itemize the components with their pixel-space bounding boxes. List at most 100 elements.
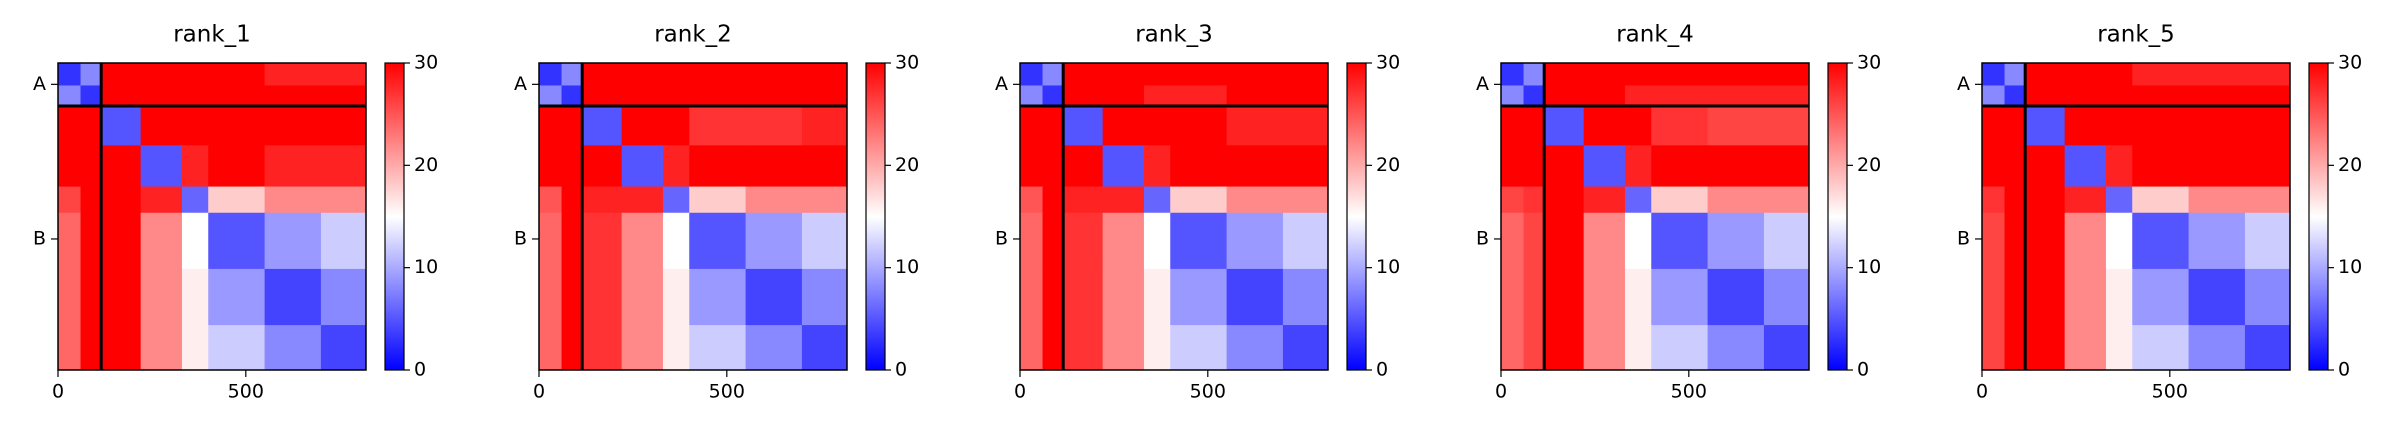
heatmap-cell: [1763, 212, 1810, 270]
heatmap-cell: [1102, 212, 1145, 270]
colorbar: [1346, 62, 1367, 371]
heatmap-cell: [1982, 85, 2006, 107]
heatmap-cell: [320, 212, 367, 270]
heatmap-cell: [1042, 268, 1064, 326]
heatmap-cell: [1707, 106, 1765, 146]
colorbar: [384, 62, 405, 371]
heatmap-cell: [582, 106, 623, 146]
heatmap-cell: [2188, 63, 2246, 86]
heatmap-cell: [101, 145, 142, 188]
heatmap-cell: [745, 63, 803, 86]
heatmap-cell: [1063, 325, 1104, 371]
heatmap-cell: [208, 145, 266, 188]
heatmap-cell: [1763, 145, 1810, 188]
heatmap-cell: [208, 85, 266, 107]
heatmap-cell: [1063, 212, 1104, 270]
heatmap-cell: [1651, 186, 1709, 214]
heatmap-cell: [1624, 325, 1652, 371]
heatmap-cell: [58, 186, 82, 214]
heatmap-cell: [2132, 268, 2190, 326]
heatmap-cell: [1583, 145, 1626, 188]
colorbar-tick-label: 20: [895, 154, 919, 176]
heatmap-cell: [689, 212, 747, 270]
heatmap-cell: [264, 145, 322, 188]
heatmap-cell: [1282, 186, 1329, 214]
heatmap-cell: [561, 106, 583, 146]
heatmap-cell: [1143, 186, 1171, 214]
colorbar-tick-label: 10: [1376, 256, 1400, 278]
heatmap-cell: [582, 63, 623, 86]
heatmap-cell: [264, 106, 322, 146]
heatmap-cell: [1020, 63, 1044, 86]
heatmap-cell: [2132, 186, 2190, 214]
heatmap-cell: [101, 85, 142, 107]
panel-title: rank_1: [173, 22, 251, 48]
heatmap-cell: [1020, 186, 1044, 214]
heatmap-cell: [2188, 212, 2246, 270]
panel-title: rank_5: [2097, 22, 2175, 48]
heatmap-cell: [1020, 212, 1044, 270]
heatmap-cell: [539, 186, 563, 214]
heatmap-cell: [208, 186, 266, 214]
heatmap-cell: [1982, 325, 2006, 371]
heatmap-cell: [621, 186, 664, 214]
colorbar-tick-label: 20: [1376, 154, 1400, 176]
heatmap-cell: [2105, 63, 2133, 86]
heatmap-cell: [140, 212, 183, 270]
heatmap-cell: [539, 106, 563, 146]
heatmap-cell: [2025, 212, 2066, 270]
heatmap-cell: [1651, 145, 1709, 188]
y-tick-label: A: [33, 73, 46, 95]
heatmap-cell: [208, 106, 266, 146]
heatmap-cell: [2004, 63, 2026, 86]
heatmap-cell: [80, 106, 102, 146]
heatmap-cell: [181, 186, 209, 214]
heatmap-cell: [2188, 325, 2246, 371]
heatmap-cell: [1170, 268, 1228, 326]
heatmap-cell: [2188, 145, 2246, 188]
heatmap-cell: [58, 268, 82, 326]
heatmap-cell: [58, 63, 82, 86]
heatmap-cell: [1544, 186, 1585, 214]
heatmap-cell: [1063, 186, 1104, 214]
heatmap-cell: [1523, 186, 1545, 214]
colorbar-tick-label: 0: [1376, 359, 1388, 381]
heatmap-cell: [689, 145, 747, 188]
heatmap-cell: [745, 106, 803, 146]
heatmap-cell: [1143, 85, 1171, 107]
heatmap-cell: [1063, 268, 1104, 326]
heatmap-cell: [1063, 145, 1104, 188]
heatmap-cell: [801, 145, 848, 188]
heatmap-cell: [140, 325, 183, 371]
heatmap-cell: [1583, 268, 1626, 326]
heatmap-cell: [621, 212, 664, 270]
heatmap-cell: [1501, 212, 1525, 270]
heatmap-cell: [662, 85, 690, 107]
heatmap-cell: [1624, 212, 1652, 270]
heatmap-cell: [1982, 186, 2006, 214]
heatmap-cell: [621, 325, 664, 371]
heatmap-cell: [561, 268, 583, 326]
heatmap-cell: [320, 145, 367, 188]
heatmap-cell: [58, 145, 82, 188]
heatmap-cell: [2025, 325, 2066, 371]
heatmap-cell: [181, 63, 209, 86]
heatmap-cell: [1042, 85, 1064, 107]
heatmap-cell: [561, 325, 583, 371]
heatmap-cell: [1102, 85, 1145, 107]
heatmap-cell: [101, 268, 142, 326]
heatmap-cell: [1763, 85, 1810, 107]
colorbar-tick-label: 30: [1857, 52, 1881, 74]
heatmap-cell: [2004, 106, 2026, 146]
heatmap-cell: [1170, 106, 1228, 146]
heatmap-cell: [101, 325, 142, 371]
heatmap-cell: [1042, 325, 1064, 371]
heatmap-cell: [2064, 325, 2107, 371]
heatmap-cell: [689, 268, 747, 326]
heatmap-cell: [80, 212, 102, 270]
heatmap-cell: [1583, 63, 1626, 86]
heatmap-cell: [689, 85, 747, 107]
heatmap-cell: [582, 325, 623, 371]
heatmap-cell: [1624, 85, 1652, 107]
heatmap-cell: [140, 63, 183, 86]
